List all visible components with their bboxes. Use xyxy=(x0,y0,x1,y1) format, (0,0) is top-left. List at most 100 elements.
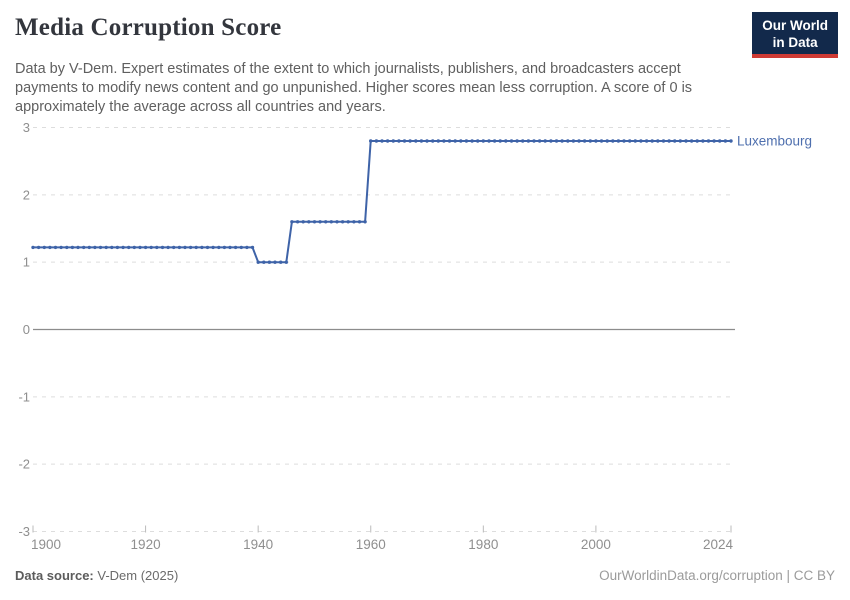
data-point-marker xyxy=(307,220,311,224)
data-point-marker xyxy=(678,139,682,143)
data-point-marker xyxy=(104,245,108,250)
data-point-marker xyxy=(616,139,621,143)
y-axis-tick-label: 0 xyxy=(23,322,30,337)
data-point-marker xyxy=(397,139,401,143)
data-point-marker xyxy=(239,245,243,250)
data-point-marker xyxy=(543,139,547,143)
data-source-value: V-Dem (2025) xyxy=(97,568,179,583)
data-point-marker xyxy=(459,139,463,143)
data-point-marker xyxy=(414,139,418,143)
data-point-marker xyxy=(380,139,384,143)
y-axis-tick-label: 2 xyxy=(23,187,30,202)
page-title: Media Corruption Score xyxy=(15,14,282,41)
data-point-marker xyxy=(684,139,688,143)
data-point-marker xyxy=(447,139,452,143)
data-point-marker xyxy=(267,260,272,264)
data-point-marker xyxy=(53,245,58,250)
data-point-marker xyxy=(481,139,485,143)
data-point-marker xyxy=(357,220,362,224)
data-point-marker xyxy=(200,245,204,250)
data-point-marker xyxy=(605,139,609,143)
data-point-marker xyxy=(712,139,716,143)
data-point-marker xyxy=(329,220,333,224)
data-point-marker xyxy=(143,245,148,250)
data-point-marker xyxy=(537,139,542,143)
data-point-marker xyxy=(194,245,198,250)
data-point-marker xyxy=(256,260,260,264)
data-point-marker xyxy=(571,139,576,143)
data-point-marker xyxy=(284,260,288,264)
x-axis-tick-label: 1920 xyxy=(131,537,161,552)
data-point-marker xyxy=(312,220,317,224)
data-point-marker xyxy=(183,245,187,250)
data-point-marker xyxy=(166,245,170,250)
data-point-marker xyxy=(487,139,491,143)
data-point-marker xyxy=(521,139,525,143)
data-point-marker xyxy=(59,245,63,250)
data-point-marker xyxy=(729,139,733,143)
data-point-marker xyxy=(160,245,165,250)
data-point-marker xyxy=(689,139,694,143)
owid-logo: Our World in Data xyxy=(752,12,838,58)
data-source-note: Data source: V-Dem (2025) xyxy=(15,568,178,583)
data-point-marker xyxy=(442,139,446,143)
data-point-marker xyxy=(250,245,255,250)
data-point-marker xyxy=(340,220,345,224)
owid-logo-line1: Our World xyxy=(762,18,828,33)
data-point-marker xyxy=(532,139,536,143)
data-point-marker xyxy=(599,139,604,143)
data-point-marker xyxy=(228,245,232,250)
data-point-marker xyxy=(673,139,677,143)
data-point-marker xyxy=(42,245,46,250)
chart-subtitle: Data by V-Dem. Expert estimates of the e… xyxy=(15,61,693,115)
data-point-marker xyxy=(115,245,120,250)
data-point-marker xyxy=(65,245,69,250)
data-point-marker xyxy=(188,245,193,250)
data-point-marker xyxy=(402,139,407,143)
y-axis-tick-label: -1 xyxy=(18,389,30,404)
data-point-marker xyxy=(98,245,103,250)
data-point-marker xyxy=(76,245,80,250)
data-point-marker xyxy=(245,245,249,250)
data-point-marker xyxy=(588,139,592,143)
data-point-marker xyxy=(492,139,497,143)
data-point-marker xyxy=(262,260,266,264)
x-axis-tick-label: 1940 xyxy=(243,537,273,552)
data-point-marker xyxy=(577,139,581,143)
data-point-marker xyxy=(369,139,373,143)
data-point-marker xyxy=(633,139,637,143)
data-point-marker xyxy=(273,260,277,264)
data-point-marker xyxy=(566,139,570,143)
data-point-marker xyxy=(346,220,350,224)
data-point-marker xyxy=(110,245,114,250)
data-point-marker xyxy=(121,245,125,250)
data-point-marker xyxy=(374,139,379,143)
x-axis-tick-label: 1960 xyxy=(356,537,386,552)
data-point-marker xyxy=(318,220,322,224)
data-point-marker xyxy=(217,245,221,250)
x-axis-tick-label: 2024 xyxy=(703,537,734,552)
data-point-marker xyxy=(149,245,153,250)
x-axis-tick-label: 1980 xyxy=(468,537,498,552)
data-point-marker xyxy=(93,245,97,250)
data-point-marker xyxy=(211,245,215,250)
data-point-marker xyxy=(650,139,654,143)
data-point-marker xyxy=(644,139,649,143)
data-point-marker xyxy=(718,139,722,143)
data-point-marker xyxy=(706,139,711,143)
data-point-marker xyxy=(695,139,699,143)
data-point-marker xyxy=(87,245,92,250)
data-point-marker xyxy=(335,220,339,224)
data-point-marker xyxy=(611,139,615,143)
data-point-marker xyxy=(31,245,35,250)
y-axis-tick-label: 3 xyxy=(23,120,30,135)
data-point-marker xyxy=(419,139,424,143)
data-point-marker xyxy=(233,245,238,250)
x-axis-tick-label: 1900 xyxy=(31,537,61,552)
data-point-marker xyxy=(515,139,519,143)
series-line xyxy=(32,140,732,264)
data-point-marker xyxy=(70,245,75,250)
data-point-marker xyxy=(656,139,660,143)
y-axis-tick-label: -2 xyxy=(18,457,30,472)
